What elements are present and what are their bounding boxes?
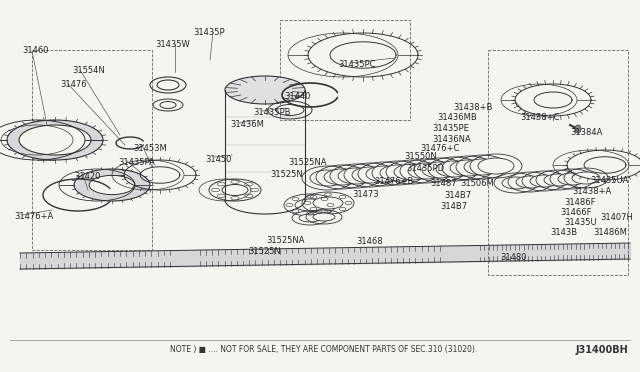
Text: 31435UA: 31435UA — [590, 176, 628, 185]
Ellipse shape — [160, 102, 176, 109]
Text: 3143B: 3143B — [550, 228, 577, 237]
Text: 31453M: 31453M — [133, 144, 167, 153]
Text: 31436M: 31436M — [230, 120, 264, 129]
Ellipse shape — [310, 170, 346, 186]
Text: 31486M: 31486M — [593, 228, 627, 237]
Ellipse shape — [299, 214, 321, 222]
Text: NOTE ) ■ .... NOT FOR SALE, THEY ARE COMPONENT PARTS OF SEC.310 (31020).: NOTE ) ■ .... NOT FOR SALE, THEY ARE COM… — [170, 345, 477, 354]
Ellipse shape — [89, 176, 135, 195]
Ellipse shape — [380, 165, 416, 181]
Text: 31384A: 31384A — [570, 128, 602, 137]
Text: 31525N: 31525N — [270, 170, 303, 179]
Text: 31436NA: 31436NA — [432, 135, 471, 144]
Text: 31487: 31487 — [430, 179, 456, 188]
Ellipse shape — [502, 177, 530, 189]
Ellipse shape — [352, 167, 388, 183]
Text: 31440: 31440 — [284, 92, 310, 101]
Ellipse shape — [450, 160, 486, 176]
Text: 31480: 31480 — [500, 253, 527, 262]
Text: 314B7: 314B7 — [440, 202, 467, 211]
Ellipse shape — [478, 158, 514, 174]
Text: 31476: 31476 — [60, 80, 86, 89]
Text: 31460: 31460 — [22, 46, 49, 55]
Text: 31438+C: 31438+C — [520, 113, 559, 122]
Text: 31450: 31450 — [205, 155, 232, 164]
Text: J31400BH: J31400BH — [575, 345, 628, 355]
Text: 31435PE: 31435PE — [432, 124, 469, 133]
Text: 31550N: 31550N — [404, 152, 436, 161]
Ellipse shape — [276, 105, 304, 115]
Ellipse shape — [225, 76, 305, 104]
Ellipse shape — [313, 213, 335, 221]
Text: 31466F: 31466F — [560, 208, 591, 217]
Text: 31435P: 31435P — [193, 28, 225, 37]
Ellipse shape — [366, 166, 402, 182]
Text: 31525NA: 31525NA — [266, 236, 305, 245]
Text: 31473: 31473 — [352, 190, 379, 199]
Bar — [32, 50, 152, 250]
Text: 31554N: 31554N — [72, 66, 105, 75]
Text: 31420: 31420 — [74, 172, 100, 181]
Text: 31435PD: 31435PD — [406, 164, 444, 173]
Ellipse shape — [157, 80, 179, 90]
Text: 31476+C: 31476+C — [420, 144, 460, 153]
Text: 314B7: 314B7 — [444, 191, 471, 200]
Text: 31476+A: 31476+A — [14, 212, 53, 221]
Text: 31435PC: 31435PC — [338, 60, 376, 69]
Ellipse shape — [7, 120, 103, 160]
Text: 31438+A: 31438+A — [572, 187, 611, 196]
Text: 31506M: 31506M — [460, 179, 493, 188]
Ellipse shape — [19, 125, 91, 155]
Ellipse shape — [313, 197, 343, 209]
Ellipse shape — [74, 169, 150, 201]
Ellipse shape — [324, 169, 360, 185]
Text: 31407H: 31407H — [600, 213, 633, 222]
Text: 31525NA: 31525NA — [288, 158, 326, 167]
Ellipse shape — [558, 173, 586, 185]
Ellipse shape — [436, 161, 472, 177]
Ellipse shape — [572, 172, 600, 184]
Text: 31435W: 31435W — [155, 40, 189, 49]
Ellipse shape — [530, 175, 558, 187]
Text: 31525N: 31525N — [248, 247, 281, 256]
Text: 31435PA: 31435PA — [118, 158, 155, 167]
Ellipse shape — [295, 199, 325, 211]
Ellipse shape — [338, 168, 374, 184]
Ellipse shape — [394, 164, 430, 180]
Ellipse shape — [516, 176, 544, 188]
Text: 31486F: 31486F — [564, 198, 595, 207]
Ellipse shape — [575, 125, 581, 133]
Text: 31435PB: 31435PB — [253, 108, 291, 117]
Ellipse shape — [408, 163, 444, 179]
Text: 31476+B: 31476+B — [374, 177, 413, 186]
Text: 31468: 31468 — [356, 237, 383, 246]
Bar — [488, 50, 628, 275]
Text: 31438+B: 31438+B — [453, 103, 492, 112]
Ellipse shape — [464, 159, 500, 175]
Text: 31436MB: 31436MB — [437, 113, 477, 122]
Ellipse shape — [544, 174, 572, 186]
Ellipse shape — [222, 185, 248, 196]
Bar — [280, 20, 410, 120]
Ellipse shape — [422, 162, 458, 178]
Text: 31435U: 31435U — [564, 218, 596, 227]
